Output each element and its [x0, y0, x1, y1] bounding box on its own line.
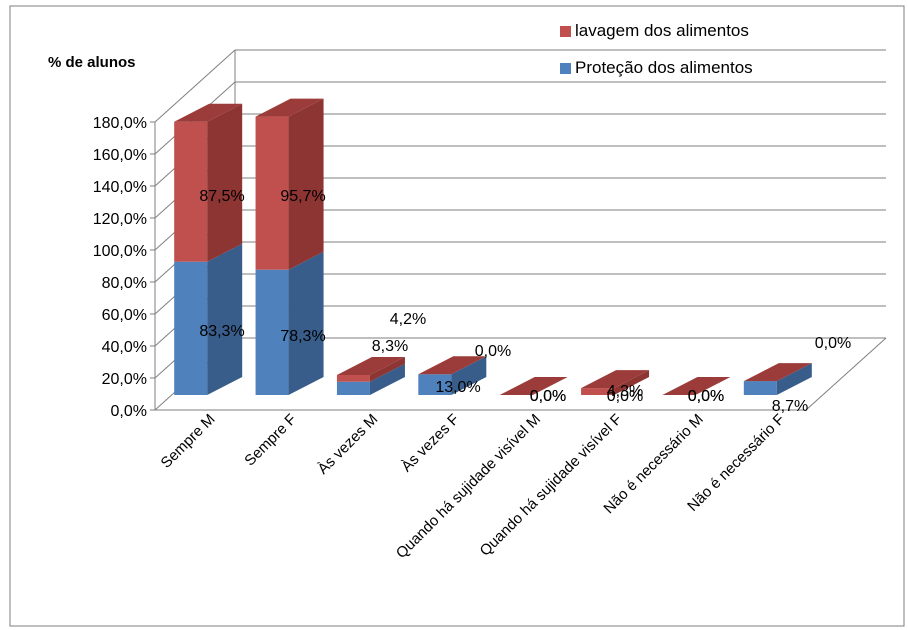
bar-top — [581, 370, 650, 389]
bar-protecao-side — [369, 363, 405, 395]
bar-protecao-side — [776, 363, 812, 395]
bar-top — [743, 363, 812, 382]
data-label-lavagem: 95,7% — [280, 188, 325, 205]
data-label-protecao: 0,0% — [688, 388, 724, 405]
bar-lavagem-front — [174, 121, 208, 262]
y-axis-label: % de alunos — [48, 54, 136, 71]
data-label-protecao: 0,0% — [607, 388, 643, 405]
data-label-lavagem: 4,2% — [390, 311, 426, 328]
data-label-protecao: 8,3% — [372, 338, 408, 355]
data-label-lavagem: 87,5% — [199, 188, 244, 205]
chart-frame — [9, 5, 905, 627]
y-tick-label: 100,0% — [93, 243, 147, 260]
data-label-protecao: 0,0% — [530, 388, 566, 405]
bar-lavagem-side — [614, 370, 650, 395]
data-label-lavagem: 0,0% — [475, 343, 511, 360]
data-label-lavagem: 0,0% — [815, 335, 851, 352]
bar-top — [174, 103, 243, 122]
legend-swatch — [560, 63, 571, 74]
legend-label: lavagem dos alimentos — [575, 21, 749, 40]
bar-lavagem-side — [369, 357, 405, 382]
bars — [174, 98, 812, 395]
axes: 0,0% 20,0% 40,0% 60,0% 80,0% 100,0% 120,0% 140,… — [93, 50, 887, 420]
bar-protecao-front — [418, 374, 452, 395]
bar-lavagem-front — [336, 375, 370, 382]
data-label-protecao: 83,3% — [199, 323, 244, 340]
y-tick-label: 40,0% — [102, 339, 147, 356]
bar-top — [499, 377, 568, 395]
legend-label: Proteção dos alimentos — [575, 58, 753, 77]
bar-top — [255, 98, 324, 117]
data-label-protecao: 8,7% — [772, 398, 808, 415]
legend-swatch — [560, 26, 571, 37]
y-tick-label: 0,0% — [111, 403, 147, 420]
bar-lavagem-front — [581, 388, 615, 395]
gridline-side — [154, 49, 236, 123]
bar-protecao-side — [288, 251, 324, 395]
y-tick-label: 20,0% — [102, 371, 147, 388]
data-label-lavagem: 0,0% — [688, 388, 724, 405]
y-tick-label: 60,0% — [102, 307, 147, 324]
legend: lavagem dos alimentos Proteção dos alimen… — [560, 21, 753, 77]
y-tick-label: 140,0% — [93, 179, 147, 196]
floor-edge-right — [805, 337, 887, 411]
data-label-protecao: 13,0% — [435, 379, 480, 396]
bar-top — [662, 377, 731, 395]
y-tick-label: 160,0% — [93, 147, 147, 164]
data-label-lavagem: 0,0% — [530, 388, 566, 405]
bar-protecao-front — [336, 381, 370, 395]
bar-lavagem-front — [255, 116, 289, 270]
y-tick-label: 80,0% — [102, 275, 147, 292]
bar-lavagem-side — [288, 98, 324, 270]
data-labels: 83,3% 87,5% 78,3% 95,7% 8,3% 4,2% 13,0% 0,0% 0,0… — [199, 188, 851, 415]
data-label-protecao: 78,3% — [280, 328, 325, 345]
bar-top — [336, 357, 405, 375]
bar-lavagem-side — [207, 103, 243, 262]
y-tick-label: 120,0% — [93, 211, 147, 228]
bar-protecao-front — [174, 261, 208, 395]
bar-protecao-side — [451, 356, 487, 395]
bar-top — [418, 356, 487, 375]
bar-protecao-side — [207, 243, 243, 395]
bar-protecao-front — [743, 381, 777, 395]
y-tick-label: 180,0% — [93, 115, 147, 132]
data-label-lavagem: 4,3% — [607, 383, 643, 400]
bar-protecao-front — [255, 269, 289, 395]
